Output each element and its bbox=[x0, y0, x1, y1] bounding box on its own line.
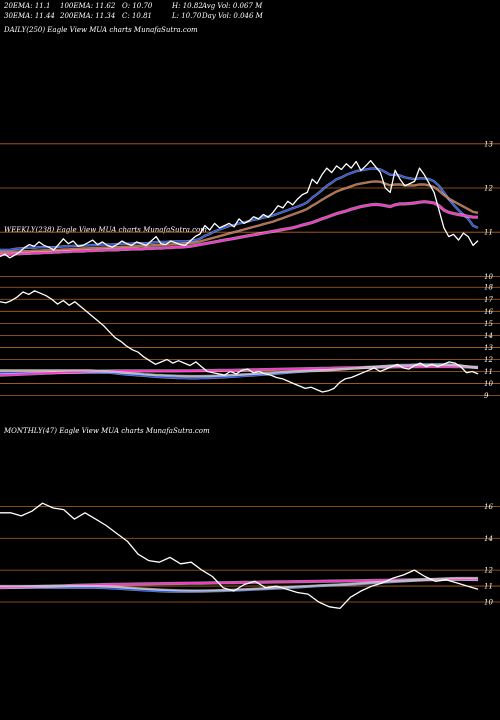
weekly-tick-label: 18 bbox=[484, 284, 493, 292]
ema200-value: 200EMA: 11.34 bbox=[60, 12, 116, 20]
weekly-tick-label: 16 bbox=[484, 308, 493, 316]
close-value: C: 10.81 bbox=[122, 12, 152, 20]
weekly-tick-label: 14 bbox=[484, 332, 493, 340]
weekly-price-line bbox=[0, 290, 479, 393]
open-value: O: 10.70 bbox=[122, 2, 153, 10]
weekly-tick-label: 10 bbox=[484, 380, 493, 388]
monthly-ema-gray-line bbox=[0, 577, 478, 592]
avg-volume-value: Avg Vol: 0.067 M bbox=[202, 2, 263, 10]
daily-tick-label: 10 bbox=[484, 273, 493, 281]
monthly-tick-label: 16 bbox=[484, 503, 493, 511]
daily-ema-mid-line bbox=[0, 180, 479, 253]
daily-tick-label: 13 bbox=[484, 140, 493, 148]
daily-panel-label: DAILY(250) Eagle View MUA charts MunafaS… bbox=[4, 26, 198, 34]
weekly-ema-gray-line bbox=[0, 364, 479, 377]
daily-price-line bbox=[0, 159, 479, 259]
low-value: L: 10.70 bbox=[172, 12, 202, 20]
grid-layer bbox=[0, 143, 500, 603]
weekly-tick-label: 13 bbox=[484, 344, 493, 352]
daily-ema-long-line bbox=[0, 200, 478, 256]
monthly-tick-label: 10 bbox=[484, 599, 493, 607]
monthly-price-line bbox=[0, 502, 479, 610]
monthly-panel-label: MONTHLY(47) Eagle View MUA charts Munafa… bbox=[4, 427, 210, 435]
line-layer bbox=[0, 159, 479, 610]
ema100-value: 100EMA: 11.62 bbox=[60, 2, 116, 10]
weekly-tick-label: 15 bbox=[484, 320, 493, 328]
weekly-tick-label: 12 bbox=[484, 356, 493, 364]
ema20-value: 20EMA: 11.1 bbox=[4, 2, 51, 10]
ema30-value: 30EMA: 11.44 bbox=[4, 12, 55, 20]
monthly-tick-label: 11 bbox=[484, 583, 493, 591]
weekly-tick-label: 17 bbox=[484, 296, 493, 304]
weekly-tick-label: 9 bbox=[484, 392, 489, 400]
daily-tick-label: 12 bbox=[484, 185, 493, 193]
monthly-tick-label: 14 bbox=[484, 535, 493, 543]
weekly-panel-label: WEEKLY(238) Eagle View MUA charts Munafa… bbox=[4, 226, 207, 234]
daily-tick-label: 11 bbox=[484, 229, 493, 237]
day-volume-value: Day Vol: 0.046 M bbox=[202, 12, 263, 20]
high-value: H: 10.82 bbox=[172, 2, 203, 10]
tick-layer: 13 12 11 10 18 17 16 15 14 13 12 11 10 9 16 14 12 11 10 bbox=[484, 140, 493, 606]
weekly-tick-label: 11 bbox=[484, 368, 493, 376]
monthly-tick-label: 12 bbox=[484, 567, 493, 575]
